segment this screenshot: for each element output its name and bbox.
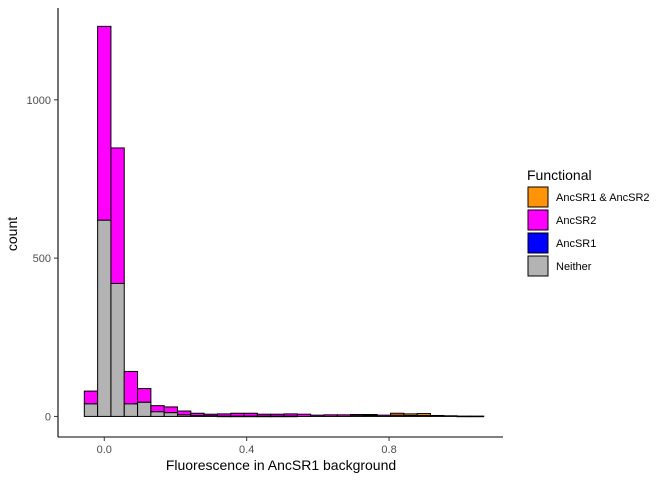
bar-ancsr2-29 — [469, 415, 485, 418]
bar-ancsr2-26 — [429, 414, 445, 417]
bar-ancsr2-3 — [123, 370, 139, 405]
legend-key-ancsr1-ancsr2 — [527, 186, 549, 208]
bar-ancsr2-2 — [110, 147, 125, 284]
bar-ancsr2-11 — [230, 412, 245, 417]
legend-label-ancsr2: AncSR2 — [556, 215, 596, 227]
bar-ancsr1-ancsr2-21 — [363, 414, 378, 416]
bar-ancsr2-22 — [376, 414, 392, 417]
bar-ancsr2-4 — [137, 388, 152, 403]
bar-ancsr2-19 — [336, 414, 352, 417]
axes-layer: 0.0 0.4 0.8 0 500 1000 — [27, 8, 503, 456]
bar-ancsr1-ancsr2-23 — [390, 412, 405, 416]
x-tick-label-2: 0.8 — [381, 444, 396, 456]
x-tick-label-0: 0.0 — [97, 444, 112, 456]
bar-ancsr2-0 — [83, 390, 99, 405]
bar-ancsr2-18 — [323, 414, 338, 417]
legend-label-ancsr1: AncSR1 — [556, 238, 596, 250]
bar-ancsr1-ancsr2-24 — [403, 413, 418, 416]
legend-key-neither — [527, 255, 549, 277]
legend-label-ancsr1-ancsr2: AncSR1 & AncSR2 — [556, 192, 650, 204]
bar-neither-2 — [110, 282, 125, 417]
x-tick-label-1: 0.4 — [239, 444, 254, 456]
legend-title: Functional — [527, 167, 592, 183]
bar-ancsr2-9 — [203, 413, 218, 417]
bar-ancsr2-12 — [243, 412, 258, 417]
bar-ancsr2-8 — [190, 412, 205, 416]
bar-ancsr2-1 — [97, 25, 112, 221]
y-axis-title: count — [4, 217, 20, 251]
legend: Functional AncSR1 & AncSR2 AncSR2 AncSR1 Ne… — [527, 167, 650, 277]
legend-label-neither: Neither — [556, 261, 592, 273]
bar-ancsr2-16 — [296, 413, 312, 417]
bar-neither-5 — [150, 411, 165, 417]
bar-ancsr2-17 — [310, 414, 325, 417]
bar-neither-6 — [163, 412, 179, 417]
bars-layer — [83, 25, 485, 418]
y-tick-label-2: 1000 — [27, 95, 51, 107]
x-axis-title: Fluorescence in AncSR1 background — [166, 457, 396, 473]
bar-ancsr2-15 — [283, 413, 298, 417]
bar-ancsr2-27 — [443, 415, 458, 417]
bar-ancsr2-7 — [177, 410, 192, 416]
legend-key-ancsr2 — [527, 209, 549, 231]
y-tick-label-1: 500 — [33, 253, 51, 265]
bar-ancsr2-28 — [456, 415, 471, 418]
bar-ancsr2-13 — [256, 413, 272, 417]
bar-ancsr1-ancsr2-25 — [416, 413, 431, 416]
bar-ancsr2-10 — [216, 413, 232, 417]
bar-neither-0 — [83, 403, 99, 417]
bar-neither-3 — [123, 403, 139, 417]
bar-ancsr1-ancsr2-20 — [350, 414, 365, 416]
bar-neither-1 — [97, 219, 112, 417]
bar-ancsr2-14 — [270, 413, 285, 417]
legend-key-ancsr1 — [527, 232, 549, 254]
bar-ancsr2-6 — [163, 406, 179, 414]
bar-neither-4 — [137, 401, 152, 417]
y-tick-label-0: 0 — [45, 411, 51, 423]
bar-ancsr2-5 — [150, 405, 165, 413]
